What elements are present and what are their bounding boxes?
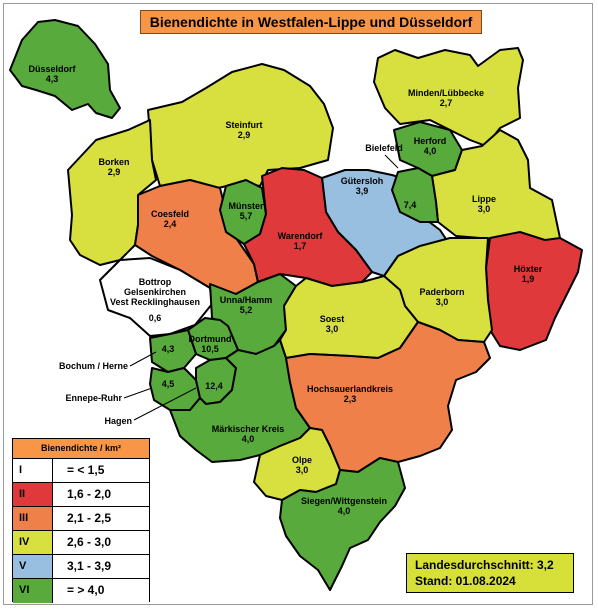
arrow-bochum	[129, 351, 157, 367]
region-value-dortmund: 10,5	[201, 344, 219, 354]
legend-class: VI	[13, 579, 53, 603]
region-value-soest: 3,0	[326, 324, 339, 334]
region-value-duesseldorf: 4,3	[46, 74, 59, 84]
region-name-hsk: Hochsauerlandkreis	[307, 384, 393, 394]
region-value-olpe: 3,0	[296, 465, 309, 475]
region-name-herford: Herford	[414, 136, 447, 146]
legend-range: 1,6 - 2,0	[53, 483, 149, 506]
region-value-hsk: 2,3	[344, 394, 357, 404]
legend-range: 3,1 - 3,9	[53, 555, 149, 578]
region-name-coesfeld: Coesfeld	[151, 209, 189, 219]
label-ennepe: Ennepe-Ruhr	[65, 393, 122, 403]
region-value-steinfurt: 2,9	[238, 130, 251, 140]
legend-title: Bienendichte / km²	[13, 439, 149, 459]
legend-class: V	[13, 555, 53, 578]
region-name-duesseldorf: Düsseldorf	[28, 64, 76, 74]
region-name-soest: Soest	[320, 314, 345, 324]
region-bochum	[149, 329, 197, 373]
region-value-bochum: 4,3	[162, 344, 175, 354]
region-siegen	[279, 457, 406, 591]
region-name-paderborn: Paderborn	[419, 287, 464, 297]
region-value-siegen: 4,0	[338, 506, 351, 516]
region-name-guetersloh: Gütersloh	[341, 176, 384, 186]
legend-row: VI = > 4,0	[13, 579, 149, 603]
region-name-warendorf: Warendorf	[278, 231, 324, 241]
region-bottrop	[99, 257, 213, 337]
region-name-minden: Minden/Lübbecke	[408, 88, 484, 98]
legend-range: 2,6 - 3,0	[53, 531, 149, 554]
legend-range: = > 4,0	[53, 579, 149, 603]
region-hoexter	[485, 231, 583, 351]
legend-class: III	[13, 507, 53, 530]
footer-average: Landesdurchschnitt: 3,2	[415, 558, 554, 572]
region-value-hagen: 12,4	[205, 381, 223, 391]
arrow-bielefeld	[384, 154, 399, 169]
region-value-unna: 5,2	[240, 305, 253, 315]
footer-date: Stand: 01.08.2024	[415, 574, 516, 588]
region-soest	[279, 275, 419, 359]
label-bielefeld: Bielefeld	[365, 143, 403, 153]
region-name-hoexter: Höxter	[514, 264, 543, 274]
legend-row: III 2,1 - 2,5	[13, 507, 149, 531]
region-minden	[373, 47, 524, 147]
region-value-coesfeld: 2,4	[164, 219, 177, 229]
region-value-bielefeld: 7,4	[404, 200, 417, 210]
legend-row: II 1,6 - 2,0	[13, 483, 149, 507]
region-value-herford: 4,0	[424, 146, 437, 156]
region-value-warendorf: 1,7	[294, 241, 307, 251]
region-name-muenster: Münster	[228, 201, 264, 211]
legend-range: 2,1 - 2,5	[53, 507, 149, 530]
map-frame	[3, 3, 593, 605]
region-name-unna: Unna/Hamm	[220, 295, 273, 305]
region-name-lippe: Lippe	[472, 194, 496, 204]
region-value-minden: 2,7	[440, 98, 453, 108]
region-duesseldorf	[9, 19, 121, 119]
region-name-borken: Borken	[98, 157, 129, 167]
region-name-steinfurt: Steinfurt	[226, 120, 263, 130]
region-value-mk: 4,0	[242, 434, 255, 444]
footer-box: Landesdurchschnitt: 3,2 Stand: 01.08.202…	[406, 553, 574, 593]
region-value-guetersloh: 3,9	[356, 186, 369, 196]
region-mk	[169, 339, 311, 463]
region-value-ennepe: 4,5	[162, 379, 175, 389]
legend-class: I	[13, 459, 53, 482]
label-hagen: Hagen	[104, 416, 132, 426]
map-title: Bienendichte in Westfalen-Lippe und Düss…	[140, 10, 482, 34]
legend: Bienendichte / km² I = < 1,5 II 1,6 - 2,0 II…	[12, 438, 150, 603]
legend-row: I = < 1,5	[13, 459, 149, 483]
region-value-paderborn: 3,0	[436, 297, 449, 307]
legend-range: = < 1,5	[53, 459, 149, 482]
region-ennepe	[149, 367, 201, 411]
region-name-olpe: Olpe	[292, 455, 312, 465]
region-lippe	[431, 129, 561, 247]
region-name-dortmund: Dortmund	[189, 334, 232, 344]
region-value-muenster: 5,7	[240, 211, 253, 221]
legend-row: V 3,1 - 3,9	[13, 555, 149, 579]
region-value-lippe: 3,0	[478, 204, 491, 214]
label-bochum: Bochum / Herne	[59, 361, 128, 371]
region-value-hoexter: 1,9	[522, 274, 535, 284]
region-value-bottrop: 0,6	[149, 313, 162, 323]
arrow-ennepe	[123, 387, 153, 399]
region-name-siegen: Siegen/Wittgenstein	[301, 496, 387, 506]
region-name-bottrop: Bottrop Gelsenkirchen Vest Recklinghausen	[110, 277, 200, 307]
region-bielefeld	[391, 167, 439, 223]
legend-row: IV 2,6 - 3,0	[13, 531, 149, 555]
legend-class: II	[13, 483, 53, 506]
region-value-borken: 2,9	[108, 167, 121, 177]
arrow-hagen	[133, 387, 197, 421]
region-name-mk: Märkischer Kreis	[212, 424, 285, 434]
legend-class: IV	[13, 531, 53, 554]
